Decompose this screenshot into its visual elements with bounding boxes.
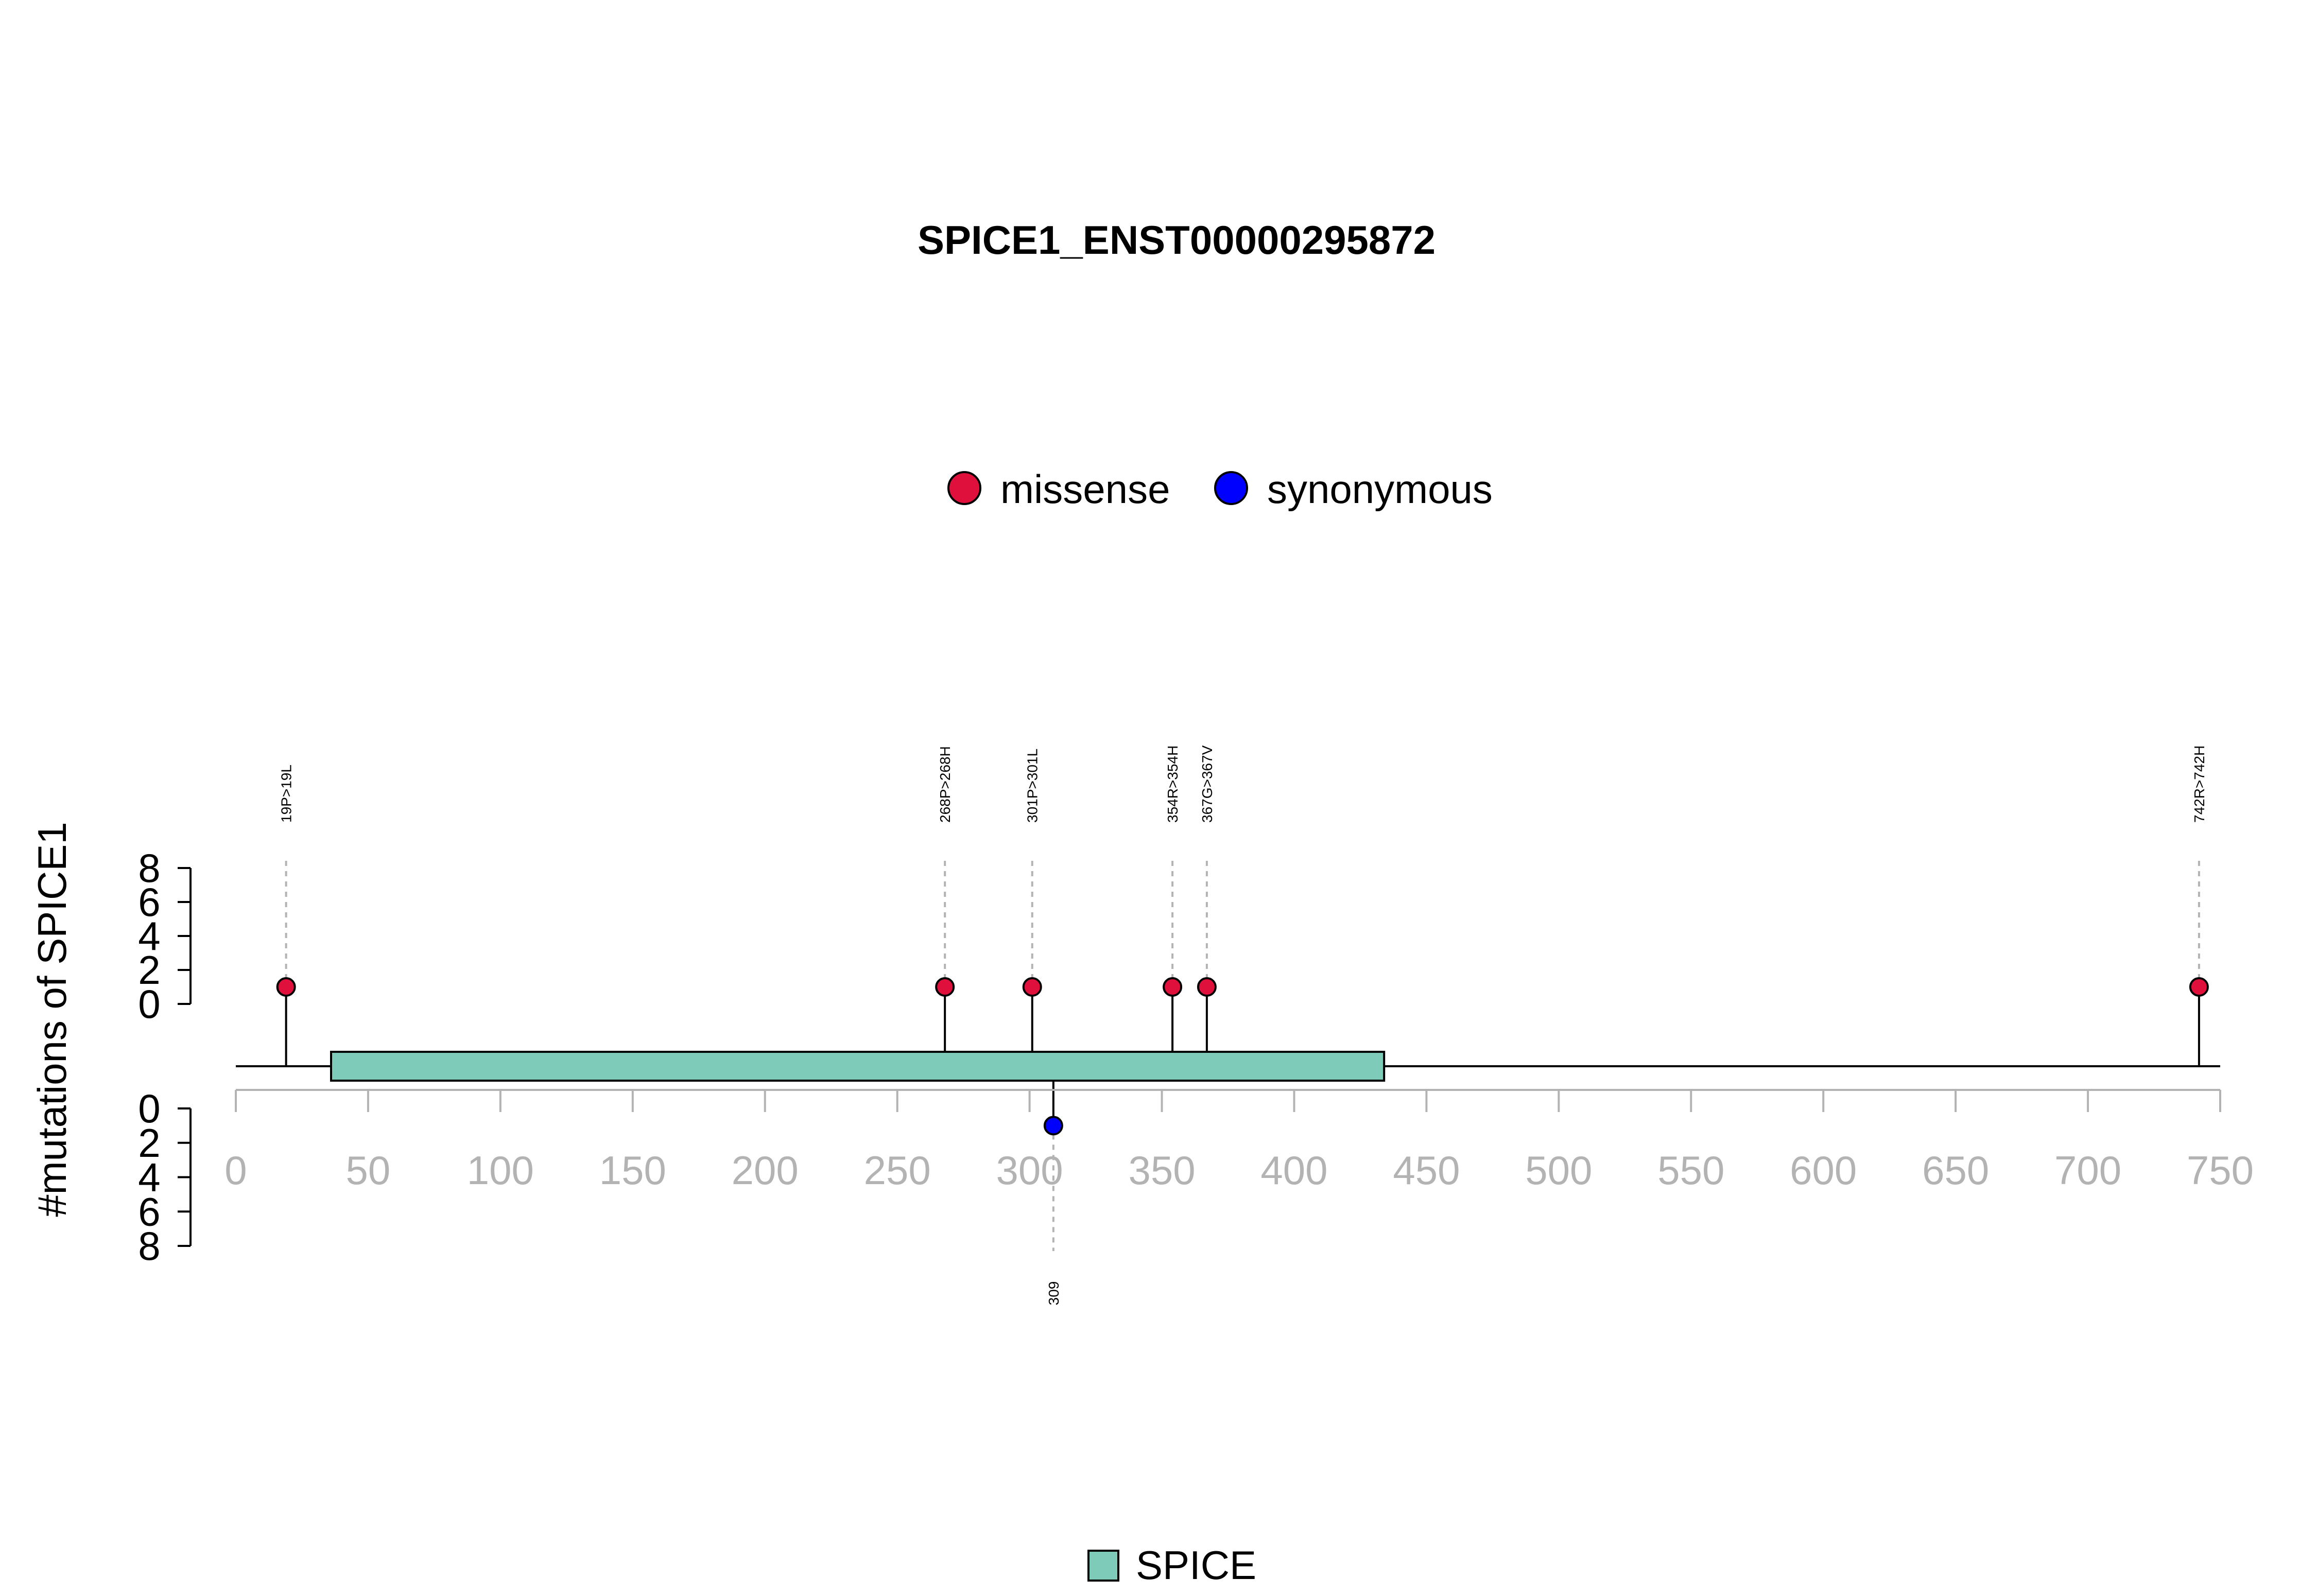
y-tick-top-label: 6 (138, 879, 160, 925)
x-tick-label: 250 (864, 1148, 931, 1193)
legend-domain-spice-label: SPICE (1136, 1542, 1256, 1588)
x-tick-label: 350 (1128, 1148, 1195, 1193)
x-tick-label: 450 (1393, 1148, 1460, 1193)
y-tick-bottom-label: 2 (138, 1120, 160, 1166)
mutation-legend: missense synonymous (947, 466, 1493, 512)
chart-title: SPICE1_ENST00000295872 (918, 217, 1436, 263)
legend-missense-marker (947, 471, 981, 505)
mutation-labels: 19P>19L 268P>268H 301P>301L 354R>354H 367G>3… (279, 745, 2207, 1305)
x-tick-label: 650 (1922, 1148, 1989, 1193)
x-tick-label: 750 (2187, 1148, 2254, 1193)
mutation-guides (285, 861, 2200, 1251)
x-tick-label: 0 (224, 1148, 247, 1193)
y-tick-bottom-label: 8 (138, 1223, 160, 1269)
y-tick-bottom-label: 4 (138, 1155, 160, 1200)
x-tick-label: 600 (1790, 1148, 1857, 1193)
mutation-heads (276, 977, 2209, 1136)
mutation-label: 309 (1046, 1281, 1062, 1306)
mutation-label: 354R>354H (1165, 745, 1181, 823)
x-tick-label: 500 (1525, 1148, 1592, 1193)
mutation-label: 367G>367V (1199, 745, 1215, 823)
y-tick-top-label: 8 (138, 845, 160, 891)
mutation-head-synonymous (1043, 1116, 1063, 1136)
legend-synonymous-label: synonymous (1267, 466, 1493, 512)
x-axis: 0 50 100 150 200 250 300 350 400 450 500 550 600 650 7… (224, 1089, 2254, 1193)
x-tick-label: 50 (346, 1148, 391, 1193)
mutation-head-missense (935, 977, 955, 997)
domain-boxes (330, 1051, 1386, 1082)
x-tick-label: 300 (996, 1148, 1063, 1193)
y-axis-label: #mutations of SPICE1 (29, 822, 75, 1217)
legend-missense-label: missense (1000, 466, 1170, 512)
y-tick-top-label: 0 (138, 981, 160, 1027)
y-tick-bottom-label: 0 (138, 1086, 160, 1131)
mutation-label: 301P>301L (1025, 749, 1041, 823)
legend-domain-spice-swatch (1087, 1550, 1119, 1582)
mutation-head-missense (1022, 977, 1042, 997)
x-tick-label: 700 (2054, 1148, 2121, 1193)
mutation-label: 19P>19L (279, 765, 295, 823)
x-tick-label: 100 (467, 1148, 534, 1193)
mutation-head-missense (1197, 977, 1217, 997)
x-tick-label: 200 (732, 1148, 799, 1193)
mutation-head-missense (1163, 977, 1183, 997)
mutation-head-missense (276, 977, 296, 997)
y-tick-bottom-label: 6 (138, 1189, 160, 1234)
x-tick-label: 550 (1657, 1148, 1724, 1193)
x-tick-label: 400 (1260, 1148, 1327, 1193)
mutation-head-missense (2189, 977, 2209, 997)
domain-legend: SPICE (1087, 1542, 1256, 1588)
y-tick-top-label: 4 (138, 913, 160, 959)
mutation-label: 268P>268H (937, 746, 953, 823)
domain-spice (330, 1051, 1386, 1082)
legend-synonymous-marker (1214, 471, 1248, 505)
x-tick-label: 150 (599, 1148, 666, 1193)
mutation-label: 742R>742H (2191, 745, 2207, 823)
y-tick-top-label: 2 (138, 947, 160, 993)
